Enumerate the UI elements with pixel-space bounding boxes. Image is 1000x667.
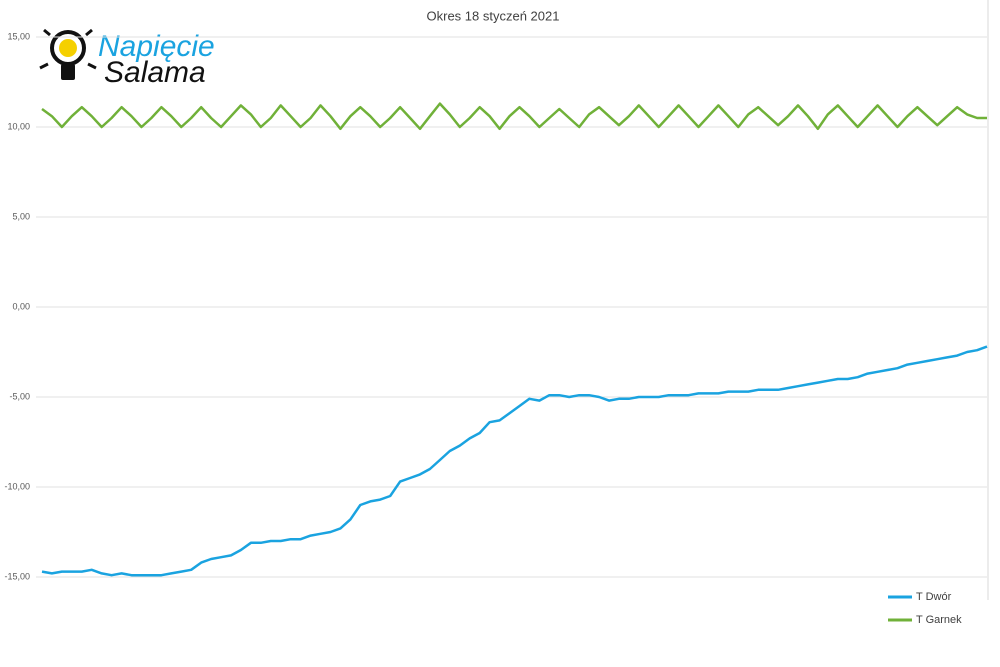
logo: Napięcie Salama xyxy=(39,28,215,89)
y-tick-label: 5,00 xyxy=(12,211,30,221)
logo-ray xyxy=(85,28,93,37)
y-tick-label: 10,00 xyxy=(7,121,30,131)
y-tick-label: -15,00 xyxy=(4,571,30,581)
legend-label: T Dwór xyxy=(916,591,952,603)
chart-title: Okres 18 styczeń 2021 xyxy=(427,8,560,23)
y-tick-label: -5,00 xyxy=(9,391,30,401)
logo-bulb-core xyxy=(59,39,77,57)
logo-ray xyxy=(87,62,97,70)
y-tick-label: -10,00 xyxy=(4,481,30,491)
y-tick-label: 0,00 xyxy=(12,301,30,311)
data-line xyxy=(41,345,988,577)
logo-ray xyxy=(43,28,51,37)
logo-text: Salama xyxy=(104,56,206,89)
data-line xyxy=(41,102,987,131)
y-tick-label: 15,00 xyxy=(7,31,30,41)
logo-bulb-base xyxy=(61,64,75,80)
logo-text: Napięcie xyxy=(98,30,215,63)
legend-label: T Garnek xyxy=(916,614,962,626)
logo-ray xyxy=(39,62,49,70)
